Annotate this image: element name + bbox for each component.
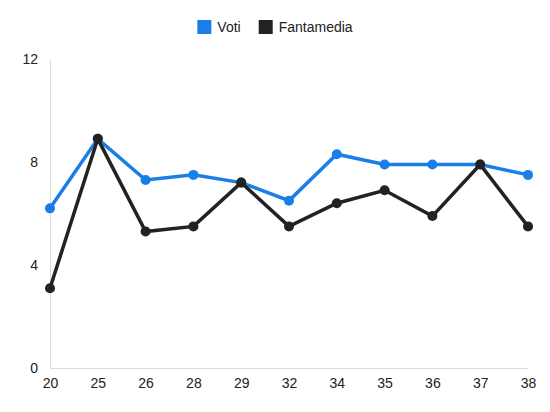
- legend-label: Voti: [217, 19, 240, 35]
- x-tick: 38: [521, 368, 537, 391]
- series-markers: [45, 134, 533, 293]
- series-marker: [236, 178, 246, 188]
- series-marker: [141, 227, 151, 237]
- x-axis: 20 25 26 28 29 32 34 35 36 37 38: [43, 368, 537, 391]
- series-marker: [141, 175, 151, 185]
- series-marker: [332, 149, 342, 159]
- series-marker: [332, 198, 342, 208]
- legend-item: Voti: [197, 19, 240, 35]
- plot-area: [45, 134, 533, 293]
- series-marker: [380, 185, 390, 195]
- x-tick-label: 20: [43, 375, 59, 391]
- chart: 0 4 8 12 20 25 26 28 29 32 34 35 36 37 38 Voti Fantamedi…: [0, 0, 550, 412]
- x-tick-label: 29: [234, 375, 250, 391]
- series-marker: [236, 178, 246, 188]
- x-tick-label: 36: [425, 375, 441, 391]
- x-tick-label: 32: [282, 375, 298, 391]
- legend-swatch: [197, 20, 211, 34]
- series-marker: [475, 160, 485, 170]
- x-tick: 34: [330, 368, 346, 391]
- series-marker: [523, 170, 533, 180]
- series-line: [50, 139, 528, 209]
- series-marker: [188, 221, 198, 231]
- y-tick-label: 0: [30, 360, 38, 376]
- y-tick: 12: [22, 51, 50, 67]
- series-marker: [380, 160, 390, 170]
- x-tick: 28: [186, 368, 202, 391]
- series-marker: [45, 203, 55, 213]
- series-marker: [523, 221, 533, 231]
- y-tick: 4: [30, 257, 50, 273]
- x-tick: 35: [377, 368, 393, 391]
- legend-swatch: [259, 20, 273, 34]
- x-tick: 26: [138, 368, 154, 391]
- y-tick: 0: [30, 360, 50, 376]
- series-marker: [188, 170, 198, 180]
- series-marker: [45, 283, 55, 293]
- series-marker: [284, 221, 294, 231]
- x-tick-label: 28: [186, 375, 202, 391]
- x-tick: 37: [473, 368, 489, 391]
- series-marker: [475, 160, 485, 170]
- series-marker: [427, 211, 437, 221]
- x-tick-label: 38: [521, 375, 537, 391]
- x-tick-label: 37: [473, 375, 489, 391]
- series-line: [50, 139, 528, 288]
- y-tick: 8: [30, 154, 50, 170]
- legend-item: Fantamedia: [259, 19, 353, 35]
- x-tick: 36: [425, 368, 441, 391]
- series-markers: [45, 134, 533, 214]
- y-axis-line: [50, 60, 51, 369]
- x-tick-label: 34: [330, 375, 346, 391]
- legend-label: Fantamedia: [279, 19, 353, 35]
- x-tick: 29: [234, 368, 250, 391]
- y-tick-label: 4: [30, 257, 38, 273]
- x-axis-line: [51, 368, 529, 369]
- series-marker: [284, 196, 294, 206]
- series-marker: [427, 160, 437, 170]
- x-tick-label: 26: [138, 375, 154, 391]
- y-tick-label: 12: [22, 51, 38, 67]
- x-tick: 32: [282, 368, 298, 391]
- x-tick: 25: [91, 368, 107, 391]
- x-tick-label: 25: [91, 375, 107, 391]
- series-marker: [93, 134, 103, 144]
- y-tick-label: 8: [30, 154, 38, 170]
- legend: Voti Fantamedia: [197, 19, 353, 35]
- y-axis: 0 4 8 12: [22, 51, 50, 376]
- series-marker: [93, 134, 103, 144]
- x-tick-label: 35: [377, 375, 393, 391]
- x-tick: 20: [43, 368, 59, 391]
